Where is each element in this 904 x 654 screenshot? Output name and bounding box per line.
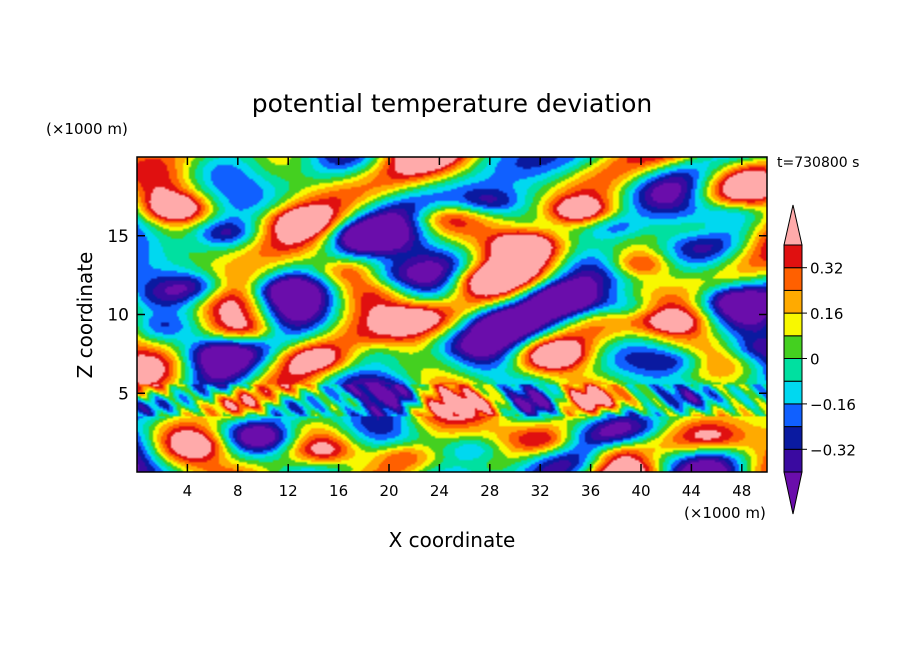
colorbar-tick-label: 0.16 [810, 305, 843, 323]
y-axis-label: Z coordinate [73, 252, 97, 379]
z-axis: 5 10 15 [107, 227, 767, 404]
colorbar-tick-label: 0 [810, 351, 820, 369]
colorbar-extend-high [783, 204, 803, 246]
colorbar-swatch [783, 426, 803, 450]
chart-title: potential temperature deviation [252, 89, 652, 118]
x-tick-label: 20 [379, 482, 398, 500]
colorbar-tick-label: 0.32 [810, 260, 843, 278]
z-tick-label: 5 [118, 384, 129, 404]
x-tick-label: 16 [329, 482, 348, 500]
colorbar-swatch [783, 448, 803, 473]
plot-area [136, 156, 768, 473]
colorbar-swatch [783, 403, 803, 428]
time-label: t=730800 s [777, 155, 859, 171]
colorbar-swatch [783, 312, 803, 337]
colorbar-swatch [783, 335, 803, 359]
x-axis: 4 8 12 16 20 24 28 32 36 40 44 48 [183, 157, 751, 500]
z-tick-label: 15 [107, 227, 129, 247]
colorbar-swatch [783, 289, 803, 314]
x-tick-label: 44 [682, 482, 701, 500]
x-tick-label: 40 [631, 482, 650, 500]
colorbar-tick-label: −0.32 [810, 441, 856, 459]
colorbar-swatch [783, 358, 803, 382]
x-tick-label: 36 [581, 482, 600, 500]
colorbar-extend-low [783, 471, 803, 515]
x-tick-label: 24 [430, 482, 449, 500]
x-tick-label: 12 [279, 482, 298, 500]
x-tick-label: 28 [480, 482, 499, 500]
colorbar-swatch [783, 267, 803, 291]
x-tick-label: 48 [732, 482, 751, 500]
colorbar-swatch [783, 244, 803, 269]
x-tick-label: 8 [233, 482, 243, 500]
contour-field [137, 157, 767, 472]
x-axis-label: X coordinate [389, 528, 516, 552]
z-tick-label: 10 [107, 306, 129, 326]
colorbar-tick-label: −0.16 [810, 396, 856, 414]
z-unit-label: (×1000 m) [46, 120, 128, 138]
colorbar: 0.32 0.16 0 −0.16 −0.32 [783, 204, 856, 515]
x-tick-label: 32 [531, 482, 550, 500]
x-unit-label: (×1000 m) [684, 504, 766, 522]
colorbar-swatch [783, 380, 803, 405]
x-tick-label: 4 [183, 482, 193, 500]
